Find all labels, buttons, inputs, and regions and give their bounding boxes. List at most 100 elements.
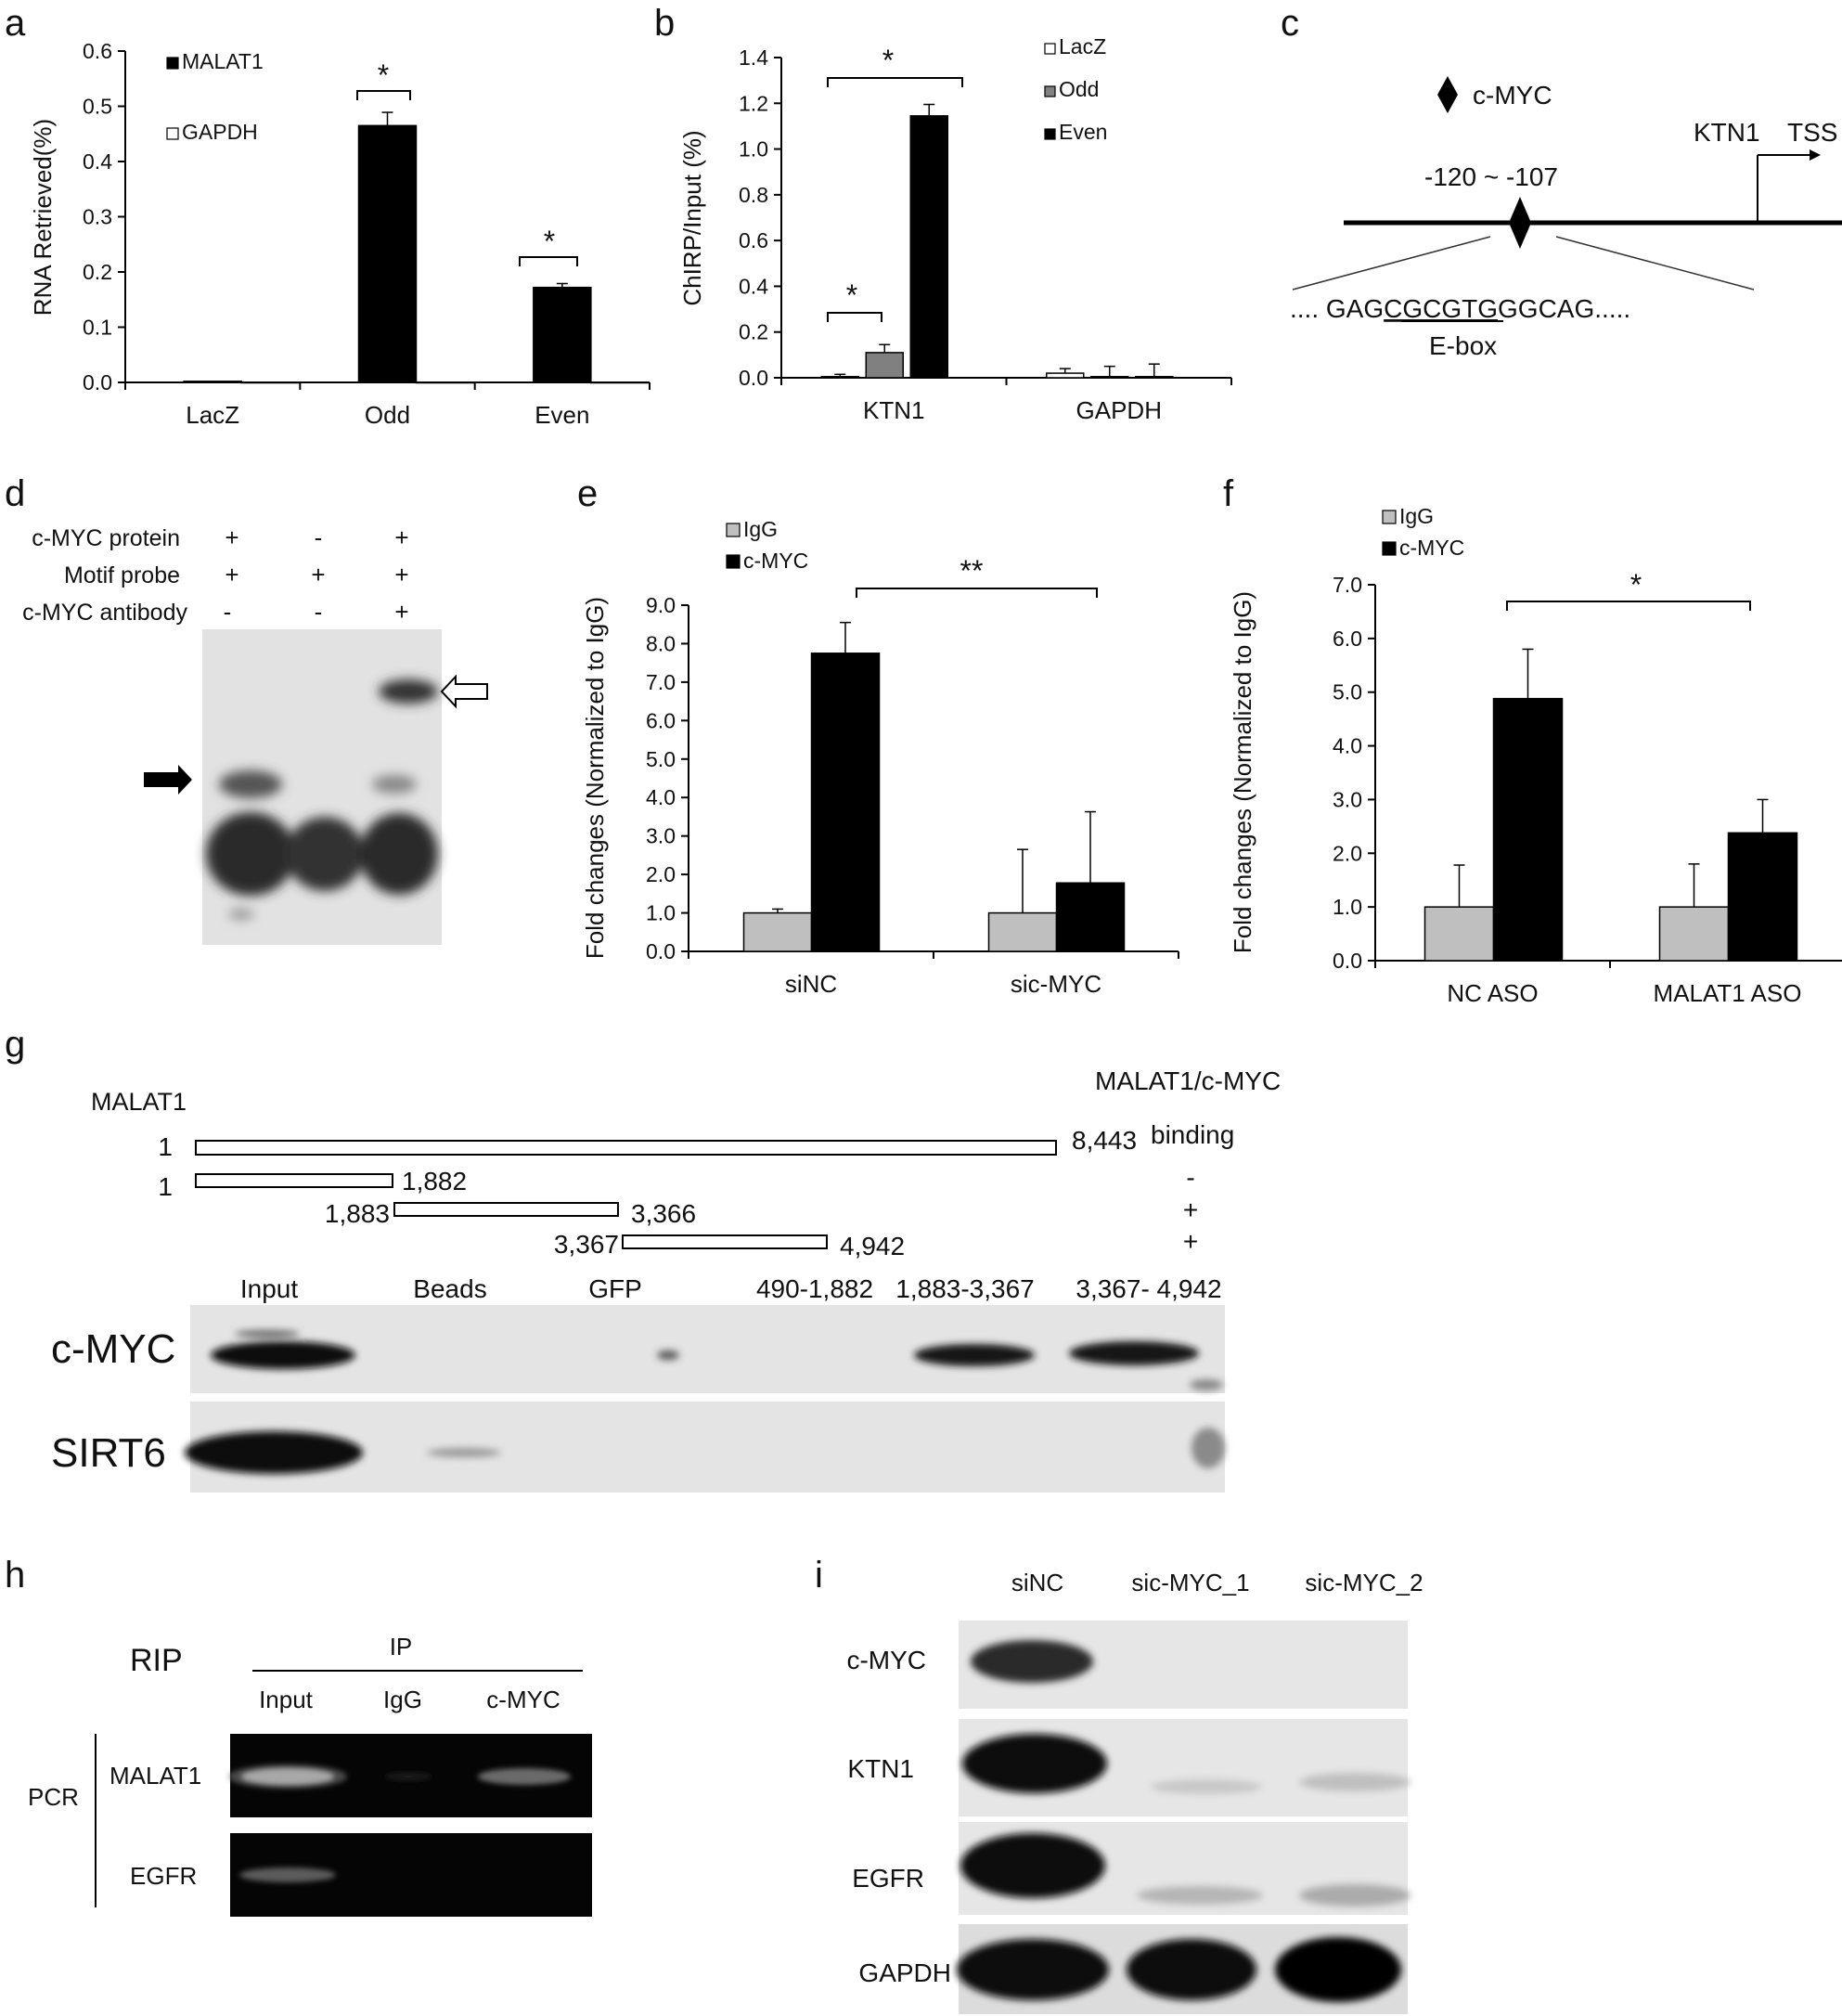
- seq-suffix: GGCAG.....: [1498, 294, 1630, 323]
- lane-3367-4942: 3,367- 4,942: [1076, 1274, 1221, 1303]
- rip-lane-input: Input: [259, 1686, 314, 1713]
- blot-c-myc: [190, 1305, 1225, 1393]
- panel-label-d: d: [5, 473, 25, 514]
- construct-bar-full: [195, 1140, 1057, 1156]
- y-axis-label: ChIRP/Input (%): [678, 130, 706, 305]
- c-myc-legend-label: c-MYC: [1473, 81, 1552, 110]
- emsa-row-label-1: c-MYC protein: [32, 525, 180, 551]
- rip-row-malat1: MALAT1: [109, 1762, 201, 1790]
- wb-lane-sinc: siNC: [1011, 1569, 1063, 1596]
- bar: [1055, 882, 1126, 952]
- tss-arrowhead-icon: [1810, 149, 1821, 161]
- blot-label-sirt6: SIRT6: [51, 1430, 166, 1476]
- significance-label: *: [1630, 568, 1642, 601]
- y-tick-label: 1.0: [739, 137, 768, 162]
- malat1-title: MALAT1: [91, 1088, 187, 1116]
- rip-bands: [228, 1764, 571, 1882]
- bar: [987, 911, 1058, 952]
- chart-e: 0.0 1.0 2.0 3.0 4.0 5.0 6.0 7.0 8.0 9.0 siNC sic-MY…: [581, 517, 1179, 998]
- construct-1-end: 8,443: [1072, 1126, 1137, 1155]
- rip-lane-igg: IgG: [383, 1686, 422, 1713]
- emsa-mark-1-3: +: [394, 523, 408, 551]
- rip-row-egfr: EGFR: [130, 1862, 197, 1890]
- emsa-mark-1-2: -: [315, 523, 323, 551]
- legend-label: c-MYC: [743, 549, 808, 573]
- emsa-bands: [206, 679, 438, 920]
- c-myc-diamond-icon: [1437, 76, 1458, 113]
- emsa-panel: c-MYC protein Motif probe c-MYC antibody…: [22, 523, 488, 945]
- binding-site-diamond-icon: [1509, 197, 1531, 249]
- legend-swatch: [1044, 85, 1056, 97]
- y-tick-label: 0.1: [83, 316, 112, 340]
- emsa-mark-3-2: -: [315, 598, 323, 626]
- significance-bracket: [827, 77, 963, 87]
- significance-label: *: [846, 278, 857, 312]
- y-axis-label: RNA Retrieved(%): [29, 119, 57, 316]
- wb-row-c-myc: c-MYC: [846, 1646, 926, 1674]
- x-tick-label: KTN1: [863, 396, 924, 424]
- lane-beads: Beads: [413, 1274, 486, 1303]
- bar: [909, 115, 948, 379]
- legend-swatch: [166, 57, 179, 70]
- y-tick-label: 7.0: [1333, 573, 1362, 597]
- y-tick-label: 9.0: [646, 593, 676, 617]
- y-axis-label: Fold changes (Normalized to IgG): [1229, 591, 1256, 953]
- y-tick-label: 3.0: [646, 824, 676, 848]
- y-tick-label: 6.0: [1333, 627, 1362, 651]
- y-tick-label: 5.0: [1333, 680, 1362, 704]
- motif-sequence: .... GAGCGCGTGGGCAG.....: [1290, 294, 1630, 323]
- y-axis-label: Fold changes (Normalized to IgG): [581, 597, 609, 959]
- lane-1883-3367: 1,883-3,367: [895, 1274, 1034, 1303]
- emsa-mark-2-3: +: [394, 561, 408, 588]
- emsa-mark-2-2: +: [311, 561, 325, 588]
- construct-3-binding: +: [1183, 1195, 1198, 1224]
- bar: [357, 124, 418, 383]
- binding-site-position: -120 ~ -107: [1424, 162, 1558, 191]
- bar: [820, 376, 859, 379]
- x-tick-label: siNC: [785, 970, 837, 998]
- significance-label: *: [882, 44, 894, 77]
- emsa-mark-3-1: -: [224, 598, 232, 626]
- free-probe-arrow-icon: [144, 765, 192, 795]
- y-tick-label: 6.0: [646, 708, 676, 732]
- significance-bracket: [856, 588, 1098, 598]
- legend-label: IgG: [743, 517, 778, 541]
- x-tick-label: Odd: [365, 401, 410, 429]
- x-tick-label: GAPDH: [1076, 396, 1162, 424]
- x-tick-label: MALAT1 ASO: [1654, 979, 1802, 1007]
- ip-label: IP: [390, 1633, 413, 1661]
- legend-label: c-MYC: [1399, 536, 1464, 560]
- y-tick-label: 1.0: [1333, 895, 1362, 919]
- x-tick-label: NC ASO: [1447, 979, 1538, 1007]
- significance-bracket: [1506, 601, 1751, 611]
- y-tick-label: 0.0: [1333, 949, 1362, 973]
- y-tick-label: 0.5: [83, 95, 112, 119]
- bar: [1492, 697, 1564, 962]
- y-tick-label: 0.0: [646, 939, 676, 963]
- y-tick-label: 0.6: [83, 39, 112, 63]
- malat1-constructs: MALAT1 MALAT1/c-MYC binding 1 8,443 1 1,…: [51, 1066, 1281, 1493]
- panel-label-g: g: [5, 1024, 25, 1065]
- legend-swatch: [1044, 43, 1056, 55]
- emsa-mark-1-1: +: [225, 523, 238, 551]
- y-tick-label: 0.4: [739, 274, 768, 298]
- wb-bands: [957, 1640, 1410, 2002]
- y-tick-label: 4.0: [646, 785, 676, 809]
- x-tick-label: Even: [535, 401, 589, 429]
- construct-1-start: 1: [158, 1132, 173, 1161]
- y-tick-label: 0.0: [83, 370, 112, 394]
- bar: [810, 653, 881, 952]
- blot-label-c-myc: c-MYC: [51, 1326, 175, 1372]
- bar: [742, 911, 813, 952]
- panel-label-i: i: [815, 1555, 823, 1596]
- panel-label-h: h: [5, 1555, 25, 1596]
- legend-label: LacZ: [1059, 34, 1106, 58]
- bar: [533, 286, 592, 383]
- ktn1-label: KTN1: [1694, 118, 1760, 147]
- construct-2-binding: -: [1186, 1163, 1194, 1192]
- significance-bracket: [356, 90, 411, 100]
- significance-label: *: [378, 58, 389, 92]
- legend-label: Odd: [1059, 77, 1099, 101]
- y-tick-label: 1.2: [739, 91, 768, 115]
